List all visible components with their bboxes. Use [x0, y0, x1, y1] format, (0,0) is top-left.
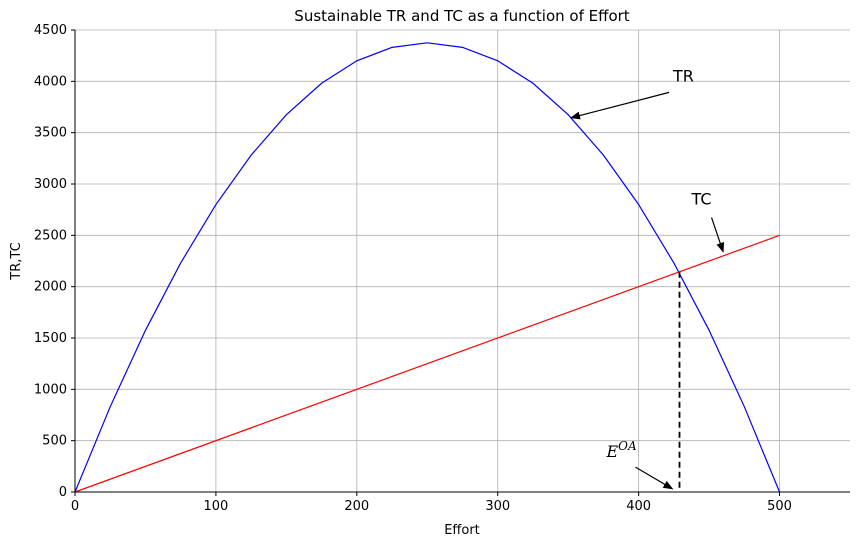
- x-tick-label: 200: [344, 499, 369, 514]
- y-tick-label: 2000: [34, 280, 67, 295]
- annotation-tr-label: TR: [672, 66, 694, 85]
- grid: [74, 29, 850, 493]
- y-tick-label: 4000: [34, 74, 67, 89]
- annotation-arrow: [710, 217, 725, 253]
- y-tick-label: 1500: [34, 331, 67, 346]
- x-tick-label: 500: [767, 499, 792, 514]
- x-tick-label: 100: [203, 499, 228, 514]
- series-tc-line: [74, 234, 780, 493]
- tick-labels: 0 100 200 300 400 500 0 500 1000 1500 2000 2500 3000…: [34, 23, 792, 514]
- x-tick-label: 0: [71, 499, 79, 514]
- annotations: TR TC EOA: [570, 66, 725, 490]
- y-tick-label: 3500: [34, 126, 67, 141]
- y-tick-label: 4500: [34, 23, 67, 38]
- annotation-tc-label: TC: [691, 190, 712, 209]
- x-tick-label: 400: [626, 499, 651, 514]
- chart-title: Sustainable TR and TC as a function of E…: [294, 7, 629, 25]
- y-tick-label: 1000: [34, 382, 67, 397]
- y-tick-label: 3000: [34, 177, 67, 192]
- annotation-arrow: [635, 466, 674, 490]
- annotation-arrow: [570, 91, 670, 120]
- series-group: [74, 42, 781, 493]
- y-tick-label: 500: [42, 434, 67, 449]
- x-tick-label: 300: [485, 499, 510, 514]
- annotation-eoa-label: EOA: [605, 439, 637, 461]
- y-axis-label: TR,TC: [9, 242, 24, 280]
- x-axis-label: Effort: [444, 523, 480, 538]
- y-tick-label: 0: [59, 485, 67, 500]
- y-tick-label: 2500: [34, 228, 67, 243]
- series-tr-line: [74, 42, 781, 493]
- axes: [71, 29, 850, 496]
